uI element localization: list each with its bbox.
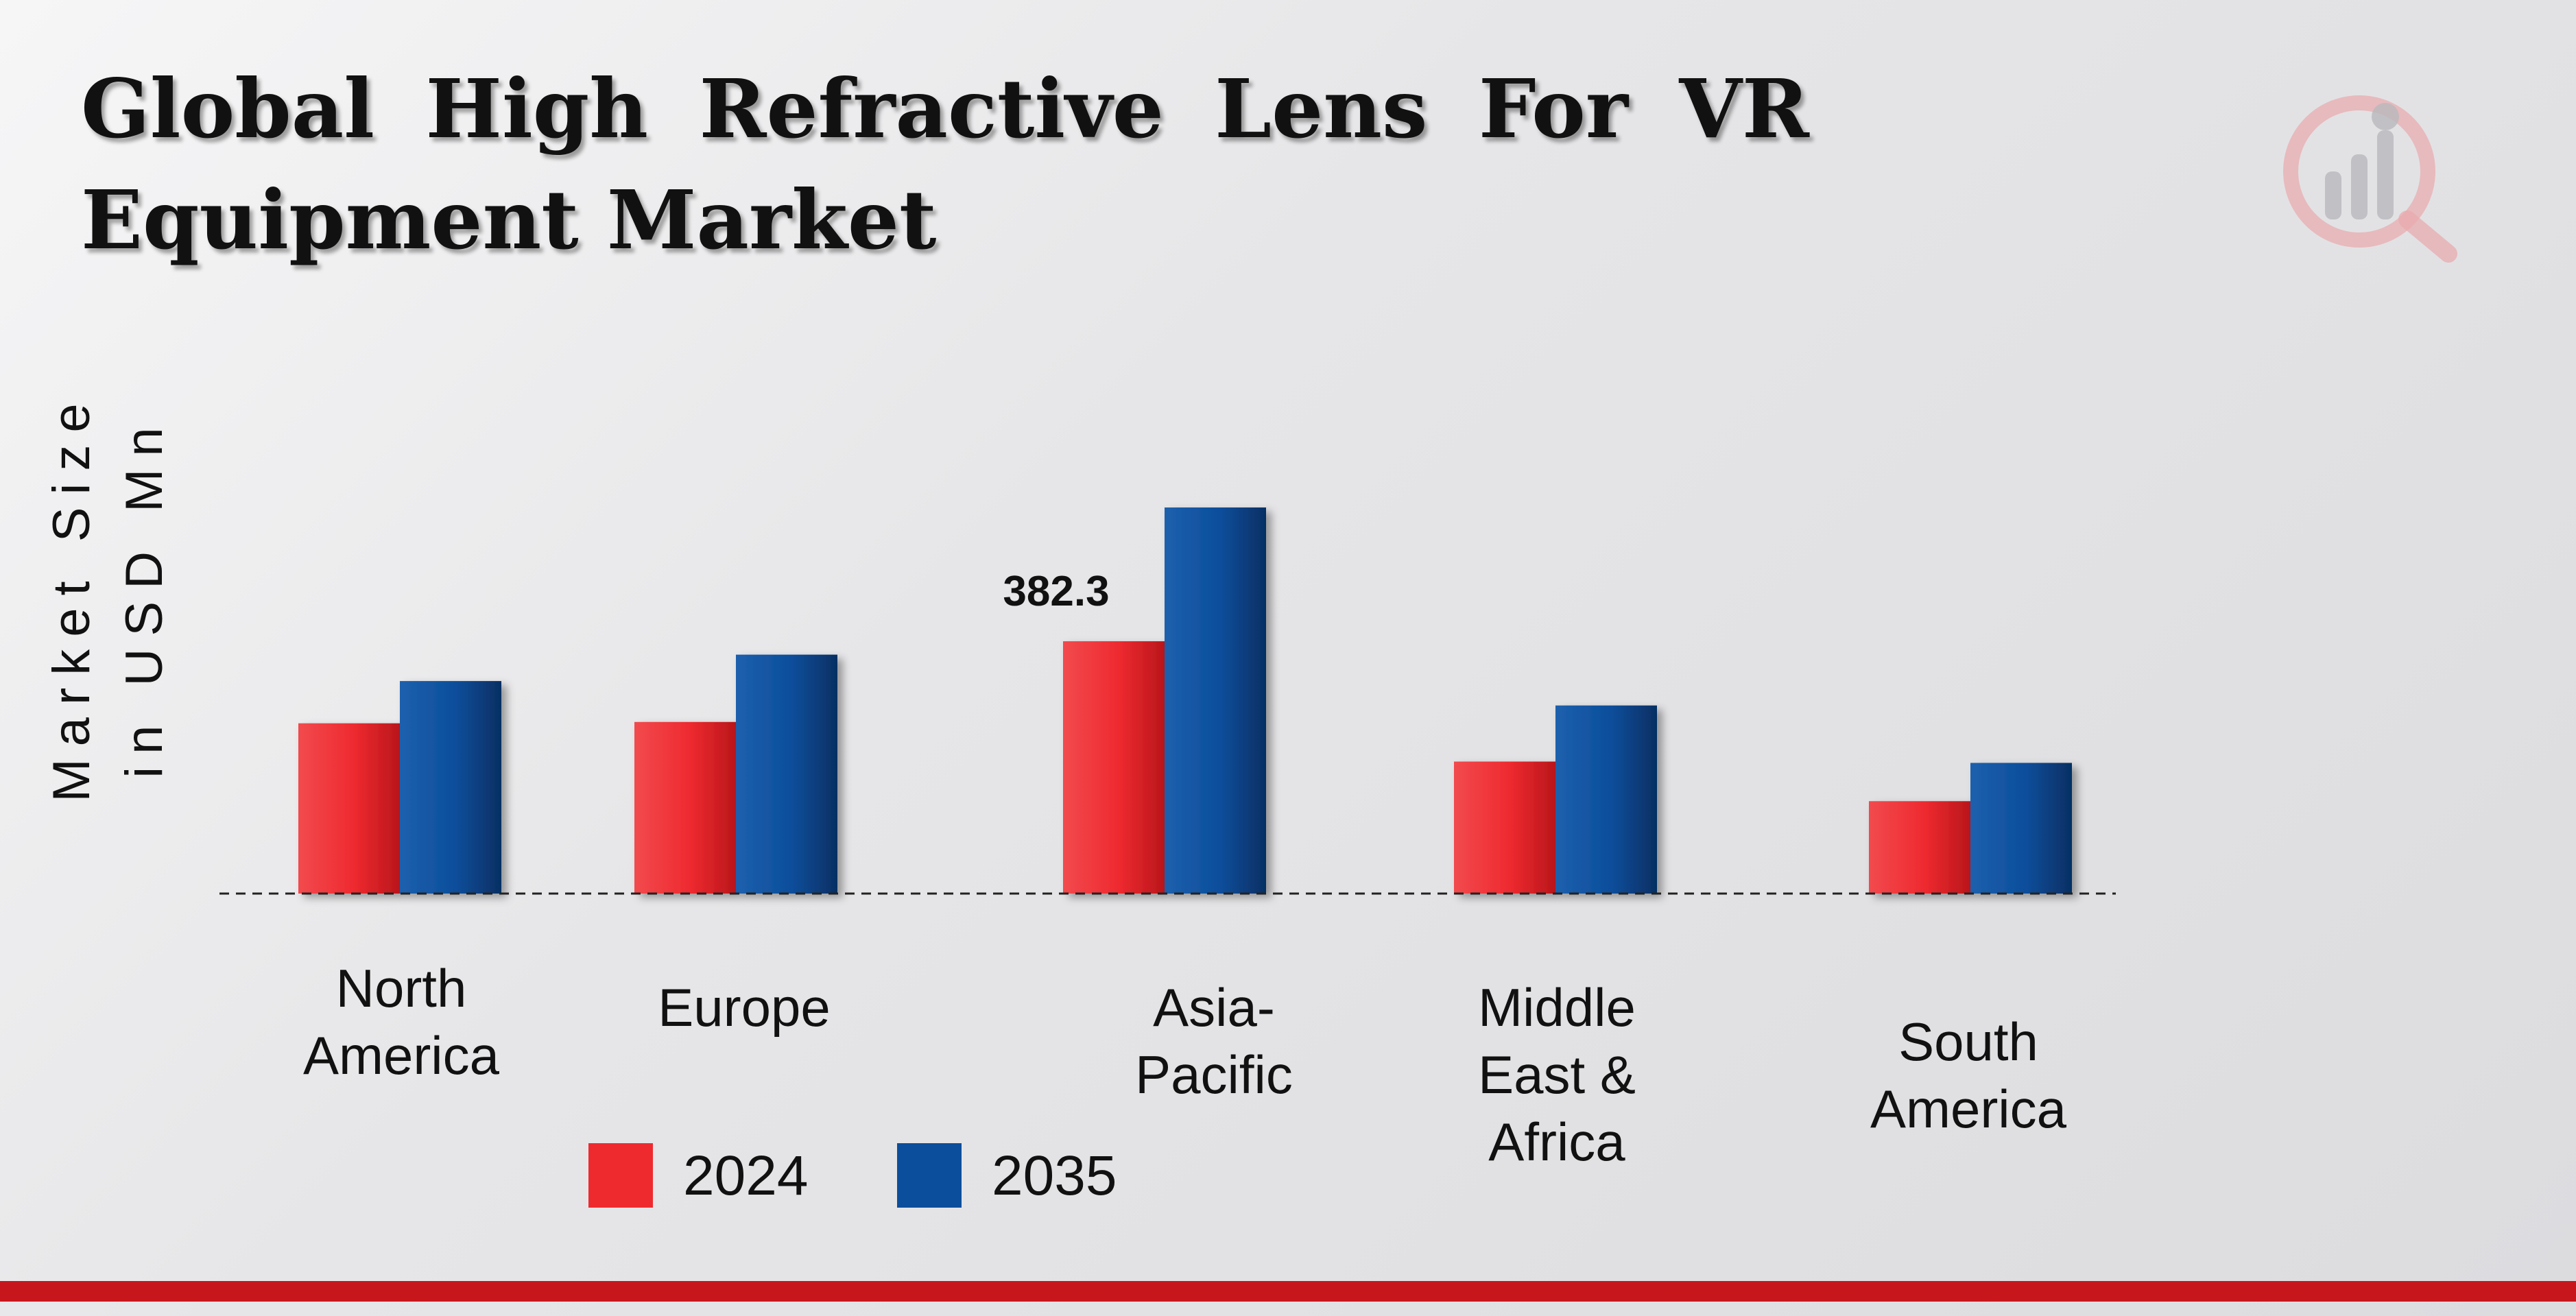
bar-2024-0 [298, 723, 400, 894]
legend-swatch [588, 1143, 653, 1208]
data-labels-group: 382.3 [1003, 568, 1109, 615]
x-tick-label-0: North America [302, 958, 500, 1086]
bar-2035-0 [400, 681, 501, 894]
legend-label: 2035 [992, 1145, 1117, 1207]
bar-2035-2 [1165, 507, 1266, 894]
x-tick-label-2: Asia-Pacific [1135, 977, 1293, 1105]
bar-2035-3 [1555, 705, 1657, 894]
bar-2035-4 [1970, 763, 2072, 894]
bar-2024-3 [1454, 761, 1555, 894]
x-tick-label-1: Europe [658, 977, 831, 1038]
legend-swatch [897, 1143, 962, 1208]
bar-2024-4 [1869, 801, 1970, 894]
bar-2035-1 [736, 654, 837, 894]
chart-title: Global High Refractive Lens For VR Equip… [81, 61, 1809, 267]
bar-2024-1 [634, 721, 736, 894]
x-tick-label-3: Middle East & Africa [1478, 977, 1636, 1172]
legend-label: 2024 [683, 1145, 809, 1207]
bar-2024-2 [1063, 641, 1165, 894]
bars-group [298, 507, 2072, 894]
bar-chart-magnifier-icon [2283, 95, 2457, 263]
footer-accent-bar [0, 1281, 2576, 1302]
data-label-0: 382.3 [1003, 568, 1109, 615]
x-tick-label-4: South America [1870, 1012, 2067, 1139]
